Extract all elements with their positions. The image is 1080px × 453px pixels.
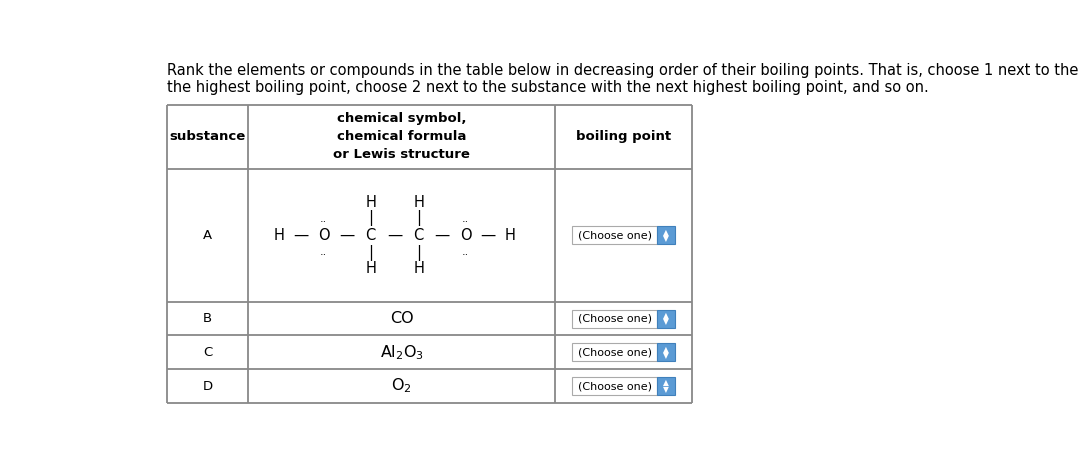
Text: B: B <box>203 312 212 325</box>
Text: H: H <box>365 195 376 210</box>
Text: C: C <box>365 228 376 243</box>
FancyBboxPatch shape <box>657 377 675 395</box>
Text: Rank the elements or compounds in the table below in decreasing order of their b: Rank the elements or compounds in the ta… <box>166 63 1080 96</box>
Text: D: D <box>202 380 213 392</box>
Text: ▲: ▲ <box>663 378 669 387</box>
FancyBboxPatch shape <box>572 309 657 328</box>
Text: O: O <box>318 228 329 243</box>
Text: (Choose one): (Choose one) <box>578 381 651 391</box>
Text: —: — <box>387 228 402 243</box>
FancyBboxPatch shape <box>657 226 675 245</box>
Text: |: | <box>416 210 421 226</box>
Text: H: H <box>414 261 424 276</box>
Text: ▼: ▼ <box>663 351 669 360</box>
Text: H: H <box>505 228 516 243</box>
Text: ▼: ▼ <box>663 234 669 243</box>
Text: |: | <box>368 210 373 226</box>
Text: ▲: ▲ <box>663 311 669 320</box>
Text: ..: .. <box>320 214 327 224</box>
Text: —: — <box>339 228 354 243</box>
FancyBboxPatch shape <box>657 309 675 328</box>
Text: (Choose one): (Choose one) <box>578 347 651 357</box>
Text: H: H <box>365 261 376 276</box>
Text: H: H <box>414 195 424 210</box>
Text: C: C <box>414 228 423 243</box>
Text: boiling point: boiling point <box>576 130 671 144</box>
FancyBboxPatch shape <box>572 343 657 361</box>
Text: ..: .. <box>320 247 327 257</box>
Text: ..: .. <box>462 247 470 257</box>
FancyBboxPatch shape <box>572 226 657 245</box>
Text: C: C <box>203 346 212 359</box>
Text: ▲: ▲ <box>663 345 669 353</box>
Text: —: — <box>434 228 450 243</box>
Text: substance: substance <box>170 130 245 144</box>
Text: CO: CO <box>390 311 414 326</box>
Text: H: H <box>273 228 284 243</box>
Text: |: | <box>416 245 421 260</box>
Text: O$_2$: O$_2$ <box>391 377 411 395</box>
FancyBboxPatch shape <box>657 343 675 361</box>
Text: Al$_2$O$_3$: Al$_2$O$_3$ <box>380 343 423 361</box>
Text: A: A <box>203 229 212 242</box>
Text: chemical symbol,
chemical formula
or Lewis structure: chemical symbol, chemical formula or Lew… <box>334 112 470 162</box>
Text: (Choose one): (Choose one) <box>578 231 651 241</box>
Text: (Choose one): (Choose one) <box>578 313 651 323</box>
Text: —: — <box>294 228 309 243</box>
Text: ▼: ▼ <box>663 385 669 394</box>
Text: ..: .. <box>462 214 470 224</box>
Text: O: O <box>460 228 472 243</box>
Text: ▼: ▼ <box>663 318 669 326</box>
Text: —: — <box>481 228 496 243</box>
Text: |: | <box>368 245 373 260</box>
FancyBboxPatch shape <box>572 377 657 395</box>
Text: ▲: ▲ <box>663 228 669 236</box>
